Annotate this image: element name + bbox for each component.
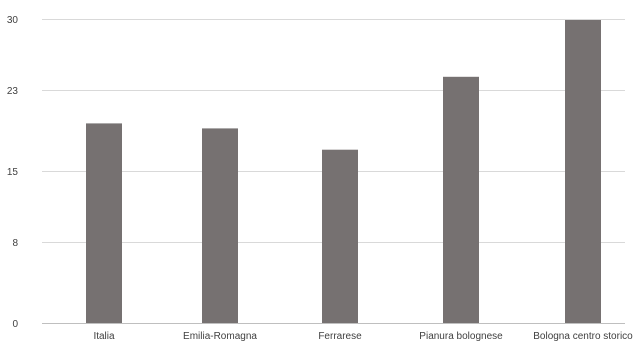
y-tick-labels: 0 8 15 23 30 bbox=[7, 15, 19, 330]
x-category-labels: Italia Emilia-Romagna Ferrarese Pianura bol… bbox=[93, 331, 633, 342]
x-category-label-bologna-centro-storico: Bologna centro storico bbox=[533, 331, 633, 342]
y-tick-label-15: 15 bbox=[7, 167, 19, 178]
bars bbox=[86, 20, 601, 324]
bar-pianura-bolognese bbox=[443, 76, 479, 323]
y-tick-label-0: 0 bbox=[12, 319, 18, 330]
y-tick-label-8: 8 bbox=[12, 238, 18, 249]
bar-emilia-romagna bbox=[202, 128, 238, 323]
bar-ferrarese bbox=[322, 149, 358, 323]
bar-bologna-centro-storico bbox=[565, 20, 601, 323]
x-category-label-ferrarese: Ferrarese bbox=[318, 331, 362, 342]
bar-italia bbox=[86, 123, 122, 324]
x-category-label-pianura-bolognese: Pianura bolognese bbox=[419, 331, 503, 342]
y-tick-label-23: 23 bbox=[7, 86, 19, 97]
x-category-label-emilia-romagna: Emilia-Romagna bbox=[183, 331, 257, 342]
y-tick-label-30: 30 bbox=[7, 15, 19, 26]
x-category-label-italia: Italia bbox=[93, 331, 115, 342]
